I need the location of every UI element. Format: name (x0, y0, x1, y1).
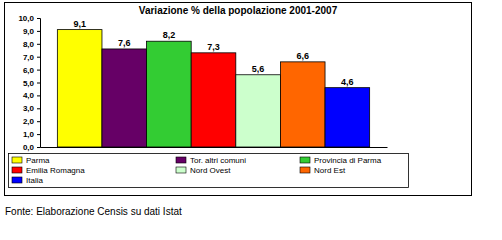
chart-frame (5, 3, 472, 196)
bar (236, 75, 281, 147)
y-tick-mark (37, 31, 40, 32)
legend-label: Nord Ovest (190, 166, 231, 175)
legend-label: Tor. altri comuni (190, 156, 246, 165)
source: Fonte: Elaborazione Censis su dati Istat (5, 206, 182, 217)
legend-label: Emilia Romagna (26, 166, 85, 175)
y-tick-mark (37, 108, 40, 109)
bar (280, 62, 325, 147)
y-tick-mark (37, 121, 40, 122)
data-label: 5,6 (252, 64, 265, 74)
bars (57, 30, 369, 147)
y-tick-label: 8,0 (23, 40, 35, 49)
y-tick-label: 9,0 (23, 27, 35, 36)
y-tick-mark (37, 57, 40, 58)
chart: Variazione % della popolazione 2001-2007… (0, 0, 502, 240)
y-tick: 9,0 (23, 27, 40, 36)
y-tick: 8,0 (23, 40, 40, 49)
bar (147, 41, 192, 147)
x-axis (41, 147, 388, 148)
y-tick-mark (37, 70, 40, 71)
legend-label: Nord Est (314, 166, 346, 175)
y-tick: 10,0 (18, 14, 40, 23)
legend-swatch (12, 167, 22, 173)
legend-swatch (176, 157, 186, 163)
title: Variazione % della popolazione 2001-2007 (139, 5, 338, 16)
y-tick: 3,0 (23, 104, 40, 113)
legend-swatch (176, 167, 186, 173)
y-tick-label: 0,0 (23, 143, 35, 152)
y-tick-label: 4,0 (23, 91, 35, 100)
y-tick-label: 7,0 (23, 53, 35, 62)
y-tick-mark (37, 83, 40, 84)
y-tick: 6,0 (23, 66, 40, 75)
y-tick-label: 2,0 (23, 117, 35, 126)
legend-swatch (12, 177, 22, 183)
y-tick: 0,0 (23, 143, 40, 152)
y-tick-label: 6,0 (23, 66, 35, 75)
legend-swatch (12, 157, 22, 163)
data-label: 9,1 (73, 19, 86, 29)
y-tick: 1,0 (23, 130, 40, 139)
y-tick-label: 10,0 (18, 14, 34, 23)
y-tick: 2,0 (23, 117, 40, 126)
legend-swatch (300, 167, 310, 173)
data-label: 6,6 (296, 51, 309, 61)
y-tick: 5,0 (23, 79, 40, 88)
y-axis-line (37, 19, 41, 148)
legend-label: Provincia di Parma (314, 156, 382, 165)
legend-frame (9, 154, 409, 188)
bar (325, 88, 370, 147)
y-tick-mark (37, 95, 40, 96)
y-tick: 7,0 (23, 53, 40, 62)
y-tick-mark (37, 134, 40, 135)
legend: Parma Tor. altri comuni Provincia di Parma… (9, 154, 409, 188)
bar (102, 49, 147, 147)
data-label: 8,2 (163, 30, 176, 40)
y-axis: 0,0 1,0 2,0 3,0 4,0 5,0 6,0 7,0 8,0 9,0 10,0 (18, 14, 40, 152)
legend-label: Italia (26, 176, 43, 185)
legend-label: Parma (26, 156, 50, 165)
y-tick-mark (37, 44, 40, 45)
data-label: 4,6 (341, 77, 354, 87)
y-tick-mark (37, 18, 40, 19)
bar (191, 53, 236, 147)
y-tick-label: 1,0 (23, 130, 35, 139)
y-tick-label: 5,0 (23, 79, 35, 88)
bar (57, 30, 102, 147)
x-axis-line (41, 147, 388, 148)
data-labels: 9,1 7,6 8,2 7,3 5,6 6,6 4,6 (73, 19, 353, 87)
y-tick-mark (37, 147, 40, 148)
data-label: 7,6 (118, 38, 131, 48)
legend-swatch (300, 157, 310, 163)
data-label: 7,3 (207, 42, 220, 52)
y-tick: 4,0 (23, 91, 40, 100)
y-tick-label: 3,0 (23, 104, 35, 113)
